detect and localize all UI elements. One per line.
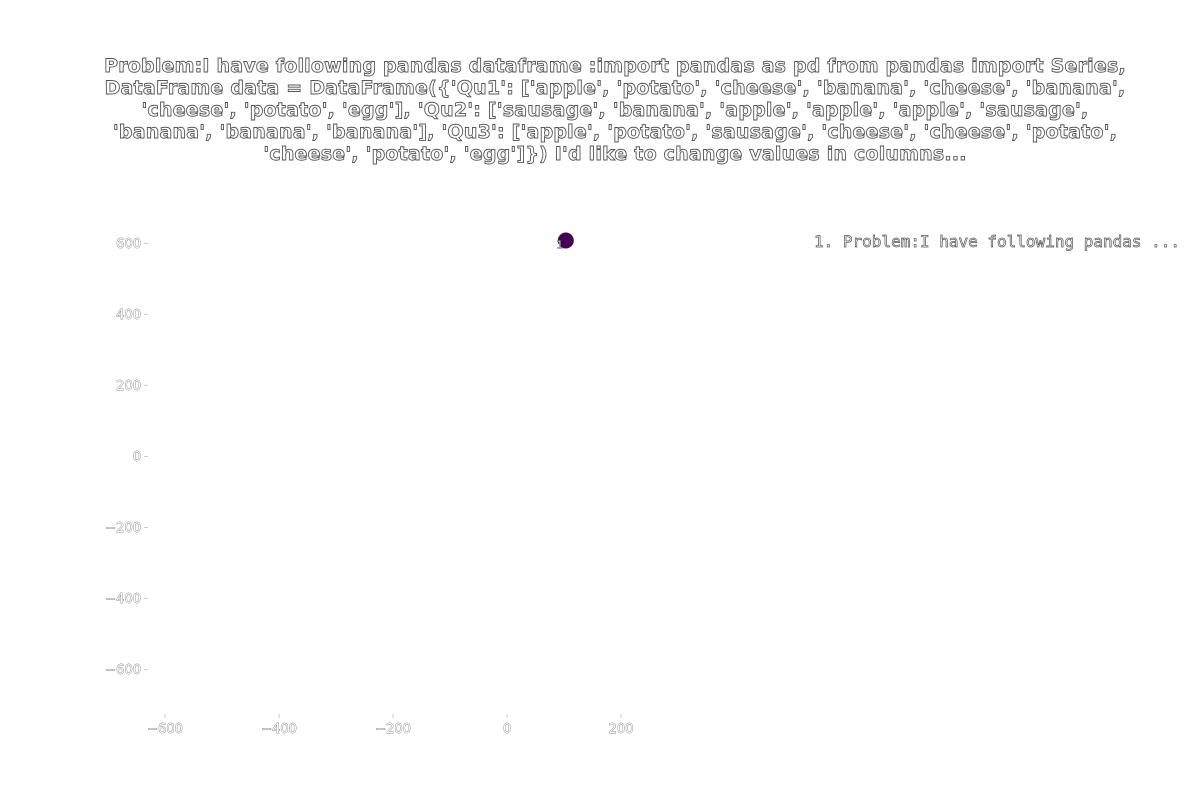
- y-tick-label: 200: [116, 379, 141, 394]
- chart-title: Problem:I have following pandas datafram…: [104, 55, 1127, 166]
- data-point-label: 1: [556, 238, 563, 251]
- y-tick-label: 0: [133, 450, 141, 465]
- data-point[interactable]: [557, 232, 574, 249]
- x-tick-label: 0: [503, 722, 511, 737]
- y-tick-label: −200: [105, 521, 141, 536]
- x-tick-label: −200: [375, 722, 411, 737]
- x-tick-label: −400: [261, 722, 297, 737]
- x-tick-label: 200: [609, 722, 634, 737]
- x-axis: −600 −400 −200 0 200: [147, 714, 634, 737]
- x-tick-label: −600: [147, 722, 183, 737]
- data-points: 1: [556, 232, 574, 252]
- y-tick-label: −600: [105, 663, 141, 678]
- y-tick-label: −400: [105, 592, 141, 607]
- y-axis: −600 −400 −200 0 200 400 600: [105, 236, 148, 678]
- legend-entry: 1. Problem:I have following pandas ...: [814, 232, 1181, 251]
- y-tick-label: 600: [116, 237, 141, 252]
- y-tick-label: 400: [116, 308, 141, 323]
